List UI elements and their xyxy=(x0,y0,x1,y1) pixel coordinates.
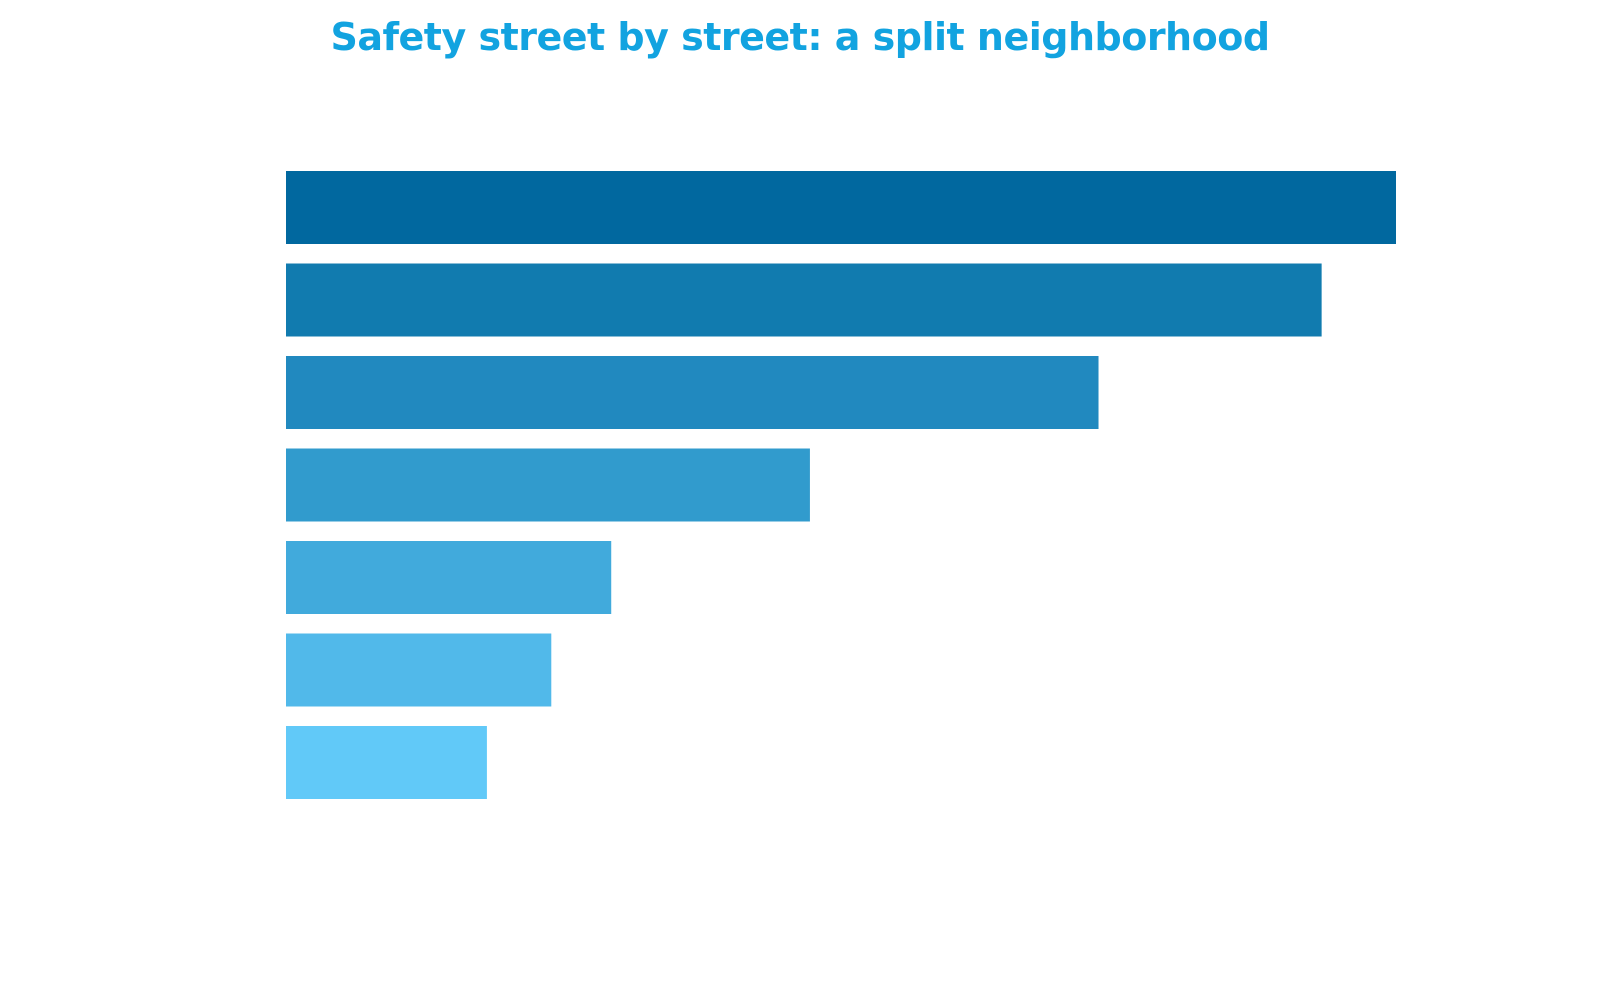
bars-group xyxy=(286,171,1396,799)
bar-5 xyxy=(286,541,612,614)
bar-4 xyxy=(286,448,810,522)
bar-1 xyxy=(286,171,1396,244)
bar-3 xyxy=(286,356,1099,429)
bar-7 xyxy=(286,726,487,799)
bar-2 xyxy=(286,263,1322,337)
bar-6 xyxy=(286,633,552,707)
chart-title: Safety street by street: a split neighbo… xyxy=(330,15,1270,59)
